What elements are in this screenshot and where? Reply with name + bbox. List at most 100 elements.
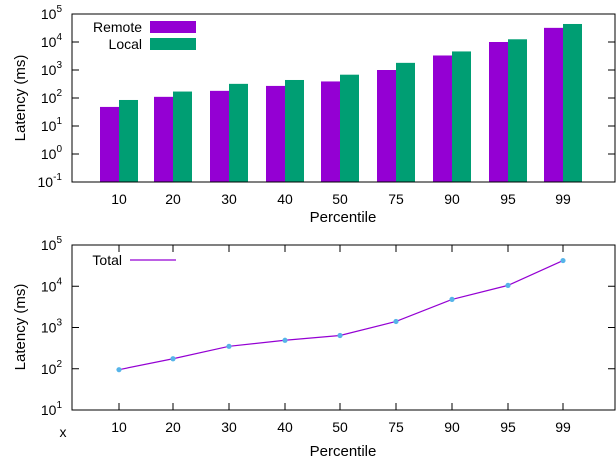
bar-chart-x-ticks: 10 20 30 40 50 75 90 95 99 [111,191,571,207]
bar-chart-y-tick-label: 102 [41,88,63,106]
line-chart-x-tick-label: 10 [111,419,127,435]
bar-chart-x-tick-label: 30 [221,191,237,207]
bar-remote-10 [100,106,119,182]
line-chart-y-tick-label: 102 [41,359,63,377]
line-chart-x-tick-label: 20 [165,419,181,435]
line-chart-x-tick-label: 40 [277,419,293,435]
line-chart-y-tick-label: 104 [41,276,63,294]
bar-chart-y-tick-label: 10-1 [38,172,63,190]
line-chart-y-tick-label: 103 [41,318,63,336]
bar-local-10 [119,99,138,182]
legend-label-local: Local [109,36,142,52]
bar-local-90 [452,51,471,182]
line-chart-y-tick-base: 10 [41,361,57,377]
bar-chart-x-tick-label: 40 [277,191,293,207]
bar-chart-y-tick-exponent: 2 [56,88,62,99]
bar-chart-x-tick-label: 90 [444,191,460,207]
line-chart-y-tick-exponent: 5 [56,235,62,246]
bar-remote-20 [154,96,173,182]
bar-local-30 [229,83,248,182]
bar-remote-50 [321,81,340,182]
line-chart-y-tick-base: 10 [41,320,57,336]
legend-swatch-remote [150,21,196,33]
series-line-total [118,259,564,371]
bar-chart-x-tick-label: 50 [332,191,348,207]
bar-chart-y-tick-exponent: 4 [56,32,62,43]
bar-chart-plot-frame [71,13,616,183]
line-chart-x-tick-label: 30 [221,419,237,435]
legend-swatch-local [150,38,196,50]
bar-chart-y-tick-label: 104 [41,32,63,50]
bar-chart-y-tick-base: 10 [41,62,57,78]
line-chart-x-tick-label: 90 [444,419,460,435]
line-chart-x-prefix-label: x [60,424,67,440]
bar-chart-y-axis-label: Latency (ms) [12,55,29,142]
line-chart-y-axis-label: Latency (ms) [12,284,29,371]
bar-chart-y-tick-base: 10 [41,118,57,134]
line-chart-x-tick-label: 99 [555,419,571,435]
bar-chart-y-tick-exponent: 1 [56,116,62,127]
bar-chart-y-tick-label: 103 [41,60,63,78]
bar-chart-x-axis-label: Percentile [310,209,377,226]
line-chart-plot-frame [71,244,616,411]
bar-chart-y-tick-base: 10 [41,6,57,22]
line-chart-y-tick-label: 105 [41,235,63,253]
point-total-10 [116,367,122,373]
bar-chart-x-tick-label: 10 [111,191,127,207]
bar-remote-30 [210,90,229,182]
line-chart-y-tick-label: 101 [41,400,63,418]
bar-local-50 [340,74,359,182]
bar-chart-y-tick-label: 101 [41,116,63,134]
bar-local-20 [173,91,192,182]
bar-local-40 [285,79,304,182]
line-chart-y-tick-exponent: 2 [56,359,62,370]
bar-chart-y-tick-exponent: -1 [53,172,62,183]
bar-local-75 [396,62,415,182]
bar-chart-y-tick-base: 10 [41,90,57,106]
line-chart-x-tick-label: 75 [388,419,404,435]
bar-chart-y-tick-exponent: 0 [56,144,62,155]
bar-remote-75 [377,70,396,182]
bar-chart-y-tick-base: 10 [41,146,57,162]
bar-chart-bars [100,23,582,183]
line-chart-x-tick-label: 50 [332,419,348,435]
bar-local-95 [508,39,527,183]
line-chart-legend: Total [92,252,176,268]
legend-label-total: Total [92,252,122,268]
line-chart-x-tick-label: 95 [500,419,516,435]
line-chart-y-tick-base: 10 [41,237,57,253]
bar-remote-99 [544,27,563,182]
bar-chart-y-tick-base: 10 [41,34,57,50]
line-chart-y-tick-exponent: 1 [56,400,62,411]
point-total-90 [449,296,455,302]
bar-chart-x-tick-label: 99 [555,191,571,207]
bar-chart-y-tick-base: 10 [38,174,54,190]
line-chart-y-tick-base: 10 [41,278,57,294]
bar-chart-y-tick-exponent: 5 [56,4,62,15]
point-total-30 [226,343,232,349]
bar-remote-95 [489,42,508,182]
point-total-99 [560,257,566,264]
line-chart-x-ticks: 10 20 30 40 50 75 90 95 99 [111,245,571,435]
bar-chart-x-tick-label: 20 [165,191,181,207]
legend-label-remote: Remote [93,19,142,35]
bar-local-99 [563,23,582,183]
point-total-40 [282,337,288,343]
bar-chart-x-tick-label: 95 [500,191,516,207]
point-total-95 [505,282,511,288]
bar-remote-90 [433,55,452,182]
point-total-20 [170,356,176,362]
point-total-75 [393,318,399,325]
line-chart-x-axis-label: Percentile [310,443,377,460]
bar-chart-y-tick-label: 100 [41,144,63,162]
bar-chart-y-tick-exponent: 3 [56,60,62,71]
line-chart-series [116,257,566,373]
point-total-50 [337,332,343,339]
line-chart-y-tick-exponent: 3 [56,318,62,329]
